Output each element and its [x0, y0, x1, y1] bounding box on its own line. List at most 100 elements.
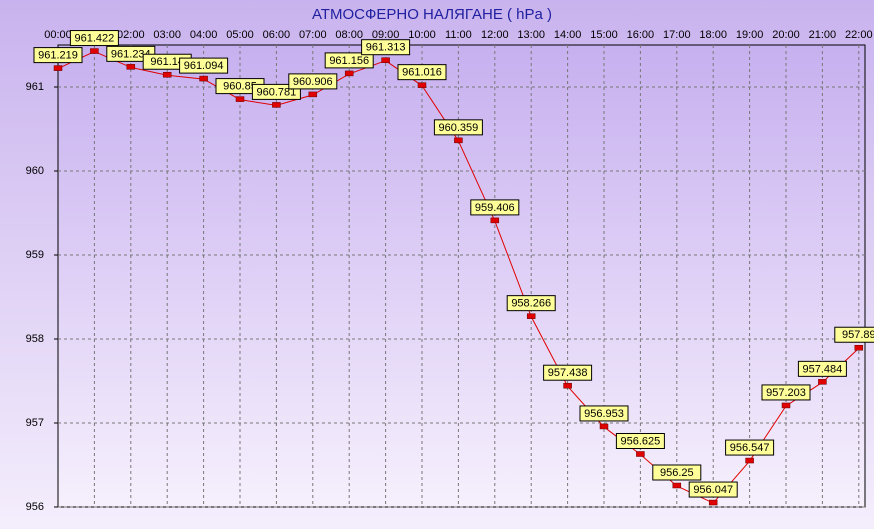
value-label-text: 957.484	[803, 363, 843, 375]
value-label-box	[506, 295, 556, 312]
value-label-text: 957.438	[548, 367, 588, 379]
value-label-box	[543, 364, 593, 381]
value-label-box	[288, 73, 338, 90]
value-label: 961.156	[324, 52, 374, 69]
x-tick-label: 19:00	[736, 29, 764, 41]
x-tick-label: 13:00	[517, 29, 545, 41]
value-label-box	[688, 481, 738, 498]
value-label-box	[179, 57, 229, 74]
chart-title: АТМОСФЕРНО НАЛЯГАНЕ ( hPa )	[312, 6, 552, 23]
value-label: 956.953	[579, 405, 629, 422]
value-label: 957.89	[834, 326, 874, 343]
value-label: 958.266	[506, 295, 556, 312]
point	[672, 482, 682, 489]
value-label-text: 956.047	[693, 484, 733, 496]
value-label: 960.359	[433, 119, 483, 136]
point	[563, 382, 572, 389]
x-tick-label: 16:00	[627, 29, 655, 41]
value-label-box	[470, 199, 520, 216]
value-label-text: 960.359	[439, 122, 479, 134]
x-tick-label: 03:00	[153, 29, 181, 41]
value-label: 960.906	[288, 73, 338, 90]
value-label-text: 958.266	[511, 298, 551, 310]
value-label-text: 956.625	[621, 435, 661, 447]
point	[417, 82, 427, 88]
y-tick-label: 957	[26, 417, 44, 429]
x-tick-label: 05:00	[226, 29, 254, 41]
value-label-box	[433, 119, 483, 136]
value-label-box	[69, 30, 119, 47]
value-label-text: 961.219	[38, 50, 78, 62]
value-label-text: 961.234	[111, 48, 151, 60]
value-label: 961.094	[179, 57, 229, 74]
value-label-box	[33, 47, 83, 64]
x-tick-label: 07:00	[299, 29, 327, 41]
value-label-box	[579, 405, 629, 422]
value-label-text: 961.016	[402, 67, 442, 79]
point	[381, 57, 390, 63]
value-label-box	[324, 52, 374, 69]
value-label-text: 961.156	[329, 55, 369, 67]
x-tick-label: 14:00	[554, 29, 582, 41]
value-label-text: 961.14	[150, 56, 184, 68]
x-tick-label: 11:00	[445, 29, 472, 41]
x-tick-label: 10:00	[408, 29, 436, 41]
x-tick-label: 06:00	[263, 29, 291, 41]
point	[235, 96, 245, 102]
value-label: 961.313	[361, 39, 411, 56]
value-label: 956.625	[615, 433, 665, 449]
point	[490, 217, 500, 224]
x-tick-label: 12:00	[481, 29, 509, 41]
x-tick-label: 22:00	[845, 29, 873, 41]
value-label: 957.484	[797, 360, 847, 377]
point	[599, 423, 609, 430]
point	[454, 137, 463, 144]
y-tick-label: 956	[26, 501, 44, 513]
value-label-text: 957.89	[842, 329, 874, 341]
x-tick-label: 08:00	[335, 29, 363, 41]
value-label-box	[797, 360, 847, 377]
plot-area	[57, 44, 866, 508]
x-tick-label: 15:00	[590, 29, 618, 41]
value-label-box	[834, 326, 874, 343]
y-tick-label: 960	[26, 165, 44, 177]
x-tick-label: 02:00	[117, 29, 145, 41]
value-label-text: 961.313	[366, 42, 406, 54]
value-label-box	[761, 384, 811, 401]
value-label-box	[615, 433, 665, 449]
point	[272, 102, 281, 108]
point	[308, 91, 318, 98]
value-label-text: 961.422	[75, 32, 115, 44]
x-tick-label: 20:00	[772, 29, 800, 41]
value-label-text: 956.953	[584, 408, 624, 420]
value-label: 956.547	[725, 439, 775, 456]
value-label: 961.219	[33, 47, 83, 64]
value-label: 961.016	[397, 64, 447, 81]
value-label-box	[361, 39, 411, 56]
point	[818, 379, 827, 385]
point	[745, 457, 754, 464]
value-label-text: 959.406	[475, 202, 515, 214]
point	[854, 344, 864, 351]
point	[126, 64, 136, 70]
value-label-text: 956.25	[660, 467, 694, 479]
x-tick-label: 17:00	[663, 29, 691, 41]
point	[199, 75, 208, 82]
value-label: 957.203	[761, 384, 811, 401]
value-label-text: 960.906	[293, 76, 333, 88]
point	[162, 71, 172, 78]
value-label-box	[397, 64, 447, 81]
value-label-text: 960.781	[257, 86, 297, 98]
value-label-text: 961.094	[184, 60, 224, 72]
value-label: 956.047	[688, 481, 738, 498]
point	[781, 402, 791, 409]
point	[636, 451, 645, 457]
value-label-text: 956.547	[730, 442, 770, 454]
value-label-text: 957.203	[766, 387, 806, 399]
x-tick-label: 21:00	[809, 29, 837, 41]
point	[526, 313, 536, 319]
value-label: 961.422	[69, 30, 119, 47]
point	[344, 70, 354, 77]
value-label-box	[725, 439, 775, 456]
point	[90, 48, 99, 54]
